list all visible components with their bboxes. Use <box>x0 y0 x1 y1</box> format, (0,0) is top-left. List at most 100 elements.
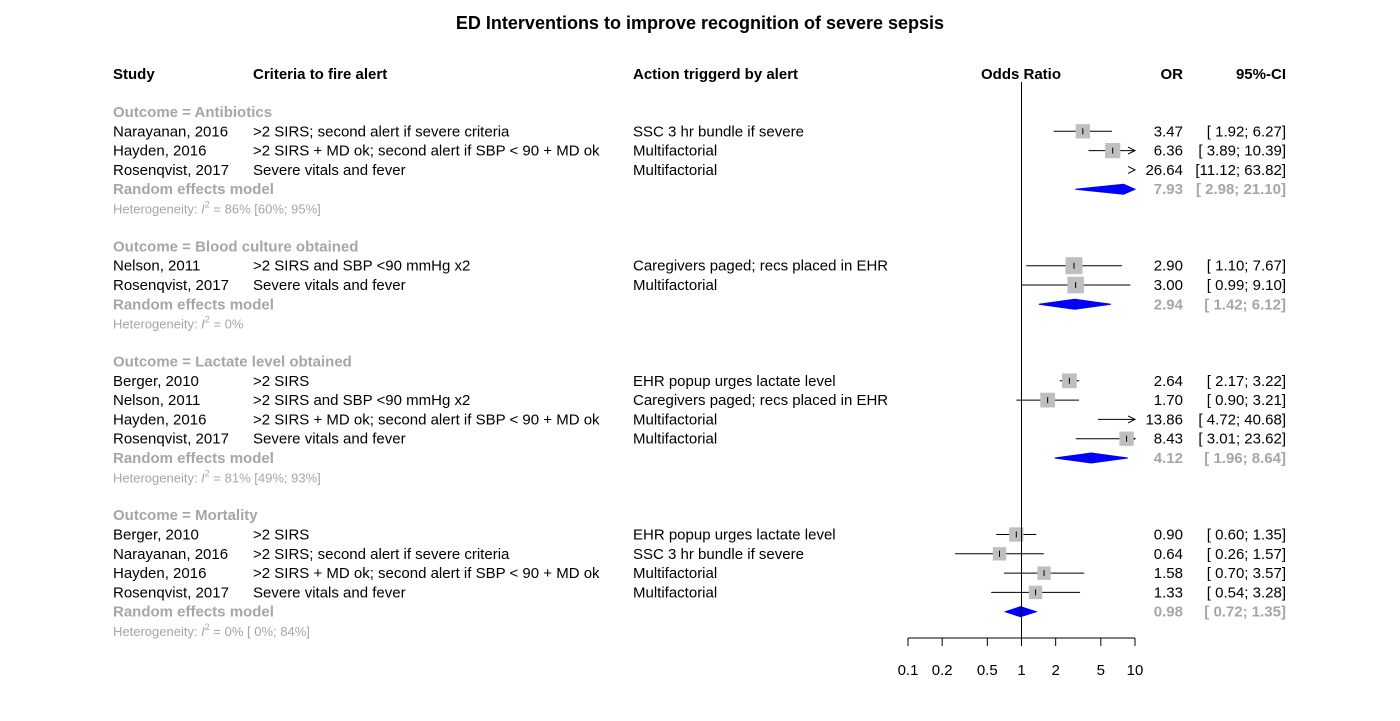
ci-arrow <box>1127 146 1137 155</box>
ci-value: [ 0.90; 3.21] <box>1207 392 1286 409</box>
model-or-value: 4.12 <box>1154 450 1183 467</box>
heterogeneity-text: Heterogeneity: I2 = 86% [60%; 95%] <box>113 200 321 217</box>
study-name: Berger, 2010 <box>113 527 199 544</box>
criteria-text: >2 SIRS <box>253 527 309 544</box>
action-text: Multifactorial <box>633 565 717 582</box>
study-name: Nelson, 2011 <box>113 258 200 275</box>
study-name: Rosenqvist, 2017 <box>113 162 229 179</box>
criteria-text: Severe vitals and fever <box>253 277 406 294</box>
study-name: Rosenqvist, 2017 <box>113 277 229 294</box>
or-value: 3.47 <box>1154 123 1183 140</box>
ci-value: [ 0.54; 3.28] <box>1207 584 1286 601</box>
action-text: Multifactorial <box>633 431 717 448</box>
header-or: OR <box>1161 66 1184 83</box>
x-axis: 0.1 0.2 0.5 1 2 5 10 <box>898 82 1144 679</box>
or-value: 1.33 <box>1154 584 1183 601</box>
model-label: Random effects model <box>113 604 274 621</box>
ci-value: [ 3.89; 10.39] <box>1198 143 1286 160</box>
ci-value: [ 2.17; 3.22] <box>1207 373 1286 390</box>
ci-value: [ 3.01; 23.62] <box>1198 431 1286 448</box>
study-name: Hayden, 2016 <box>113 411 206 428</box>
or-value: 1.70 <box>1154 392 1183 409</box>
criteria-text: >2 SIRS and SBP <90 mmHg x2 <box>253 392 470 409</box>
ci-value: [ 1.92; 6.27] <box>1207 123 1286 140</box>
ci-value: [ 0.60; 1.35] <box>1207 527 1286 544</box>
tick-label: 2 <box>1051 662 1059 679</box>
or-value: 6.36 <box>1154 143 1183 160</box>
model-or-value: 0.98 <box>1154 604 1183 621</box>
or-value: 2.90 <box>1154 258 1183 275</box>
model-ci-value: [ 0.72; 1.35] <box>1204 604 1286 621</box>
group-label: Outcome = Mortality <box>113 507 258 524</box>
heterogeneity-text: Heterogeneity: I2 = 81% [49%; 93%] <box>113 468 321 485</box>
criteria-text: Severe vitals and fever <box>253 162 406 179</box>
study-name: Berger, 2010 <box>113 373 199 390</box>
or-value: 2.64 <box>1154 373 1183 390</box>
ci-value: [ 0.70; 3.57] <box>1207 565 1286 582</box>
ci-value: [11.12; 63.82] <box>1195 162 1286 179</box>
model-label: Random effects model <box>113 450 274 467</box>
study-name: Nelson, 2011 <box>113 392 200 409</box>
tick-label: 1 <box>1017 662 1025 679</box>
heterogeneity-text: Heterogeneity: I2 = 0% [ 0%; 84%] <box>113 622 310 639</box>
ci-value: [ 1.10; 7.67] <box>1207 258 1286 275</box>
column-headers: Study Criteria to fire alert Action trig… <box>113 66 1286 83</box>
ci-value: [ 4.72; 40.68] <box>1198 411 1286 428</box>
study-name: Rosenqvist, 2017 <box>113 584 229 601</box>
action-text: Multifactorial <box>633 277 717 294</box>
summary-diamond <box>1003 606 1038 618</box>
study-name: Hayden, 2016 <box>113 565 206 582</box>
summary-diamond <box>1054 452 1128 464</box>
action-text: Multifactorial <box>633 143 717 160</box>
ci-value: [ 0.26; 1.57] <box>1207 546 1286 563</box>
model-ci-value: [ 1.42; 6.12] <box>1204 296 1286 313</box>
summary-diamond <box>1075 183 1137 195</box>
chart-title: ED Interventions to improve recognition … <box>456 13 944 33</box>
criteria-text: >2 SIRS + MD ok; second alert if SBP < 9… <box>253 143 600 160</box>
header-odds-ratio: Odds Ratio <box>981 66 1061 83</box>
study-name: Narayanan, 2016 <box>113 546 228 563</box>
model-or-value: 7.93 <box>1154 181 1183 198</box>
criteria-text: Severe vitals and fever <box>253 431 406 448</box>
or-value: 3.00 <box>1154 277 1183 294</box>
model-ci-value: [ 2.98; 21.10] <box>1196 181 1286 198</box>
action-text: Multifactorial <box>633 162 717 179</box>
action-text: Caregivers paged; recs placed in EHR <box>633 258 888 275</box>
header-study: Study <box>113 66 155 83</box>
action-text: Multifactorial <box>633 411 717 428</box>
ci-arrow <box>1127 415 1137 424</box>
or-value: 0.64 <box>1154 546 1183 563</box>
criteria-text: >2 SIRS and SBP <90 mmHg x2 <box>253 258 470 275</box>
or-value: 1.58 <box>1154 565 1183 582</box>
heterogeneity-text: Heterogeneity: I2 = 0% <box>113 315 244 332</box>
action-text: EHR popup urges lactate level <box>633 527 836 544</box>
header-criteria: Criteria to fire alert <box>253 66 387 83</box>
tick-label: 10 <box>1127 662 1144 679</box>
model-label: Random effects model <box>113 296 274 313</box>
study-name: Rosenqvist, 2017 <box>113 431 229 448</box>
tick-label: 5 <box>1097 662 1105 679</box>
model-ci-value: [ 1.96; 8.64] <box>1204 450 1286 467</box>
action-text: SSC 3 hr bundle if severe <box>633 546 804 563</box>
or-value: 0.90 <box>1154 527 1183 544</box>
summary-diamond <box>1038 298 1111 310</box>
criteria-text: >2 SIRS + MD ok; second alert if SBP < 9… <box>253 411 600 428</box>
tick-label: 0.2 <box>932 662 953 679</box>
header-action: Action triggerd by alert <box>633 66 798 83</box>
or-value: 26.64 <box>1145 162 1183 179</box>
criteria-text: >2 SIRS; second alert if severe criteria <box>253 546 510 563</box>
ci-arrow <box>1127 165 1137 174</box>
tick-label: 0.5 <box>977 662 998 679</box>
group-label: Outcome = Blood culture obtained <box>113 238 358 255</box>
criteria-text: >2 SIRS <box>253 373 309 390</box>
action-text: Multifactorial <box>633 584 717 601</box>
group-label: Outcome = Lactate level obtained <box>113 354 352 371</box>
or-value: 8.43 <box>1154 431 1183 448</box>
tick-label: 0.1 <box>898 662 919 679</box>
study-name: Hayden, 2016 <box>113 143 206 160</box>
study-name: Narayanan, 2016 <box>113 123 228 140</box>
action-text: SSC 3 hr bundle if severe <box>633 123 804 140</box>
model-label: Random effects model <box>113 181 274 198</box>
or-value: 13.86 <box>1145 411 1183 428</box>
